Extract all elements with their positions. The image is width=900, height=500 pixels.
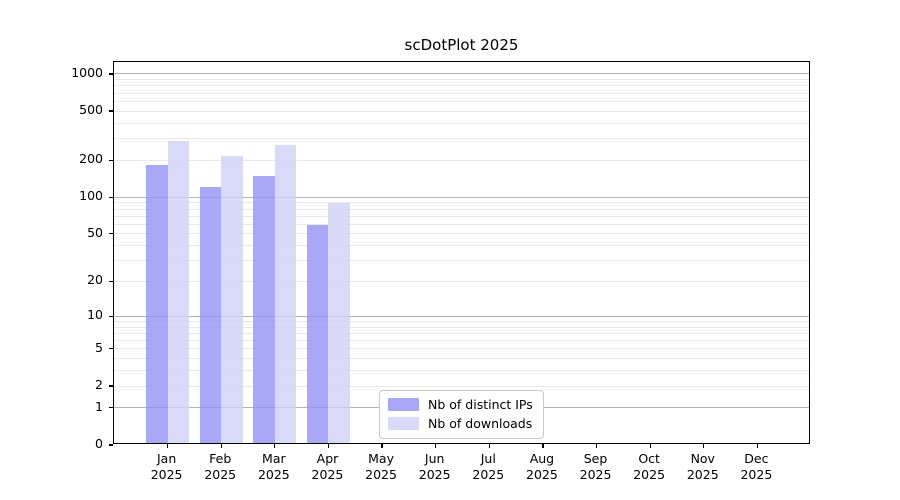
y-tick-label-2: 2 [95, 377, 103, 392]
minor-gridline-3 [114, 370, 809, 372]
y-tick-label-1: 1 [95, 398, 103, 414]
y-tick-mark-1 [108, 407, 113, 409]
y-tick-mark-10 [108, 315, 113, 317]
legend-swatch-distinct-ips [388, 398, 419, 411]
y-tick-mark-5 [108, 348, 113, 350]
x-tick-mark-oct-2025 [649, 444, 651, 449]
x-tick-mark-dec-2025 [756, 444, 759, 449]
x-tick-label-jul-2025: Jul 2025 [472, 451, 505, 482]
minor-gridline-200 [114, 159, 809, 161]
x-tick-label-nov-2025: Nov 2025 [686, 451, 719, 482]
y-tick-mark-100 [108, 196, 113, 198]
legend-entry-distinct-ips: Nb of distinct IPs [388, 395, 533, 414]
major-gridline-1000 [114, 73, 809, 75]
minor-gridline-8 [114, 326, 809, 328]
y-tick-mark-50 [108, 233, 113, 235]
minor-gridline-30 [114, 260, 809, 262]
minor-gridline-400 [114, 122, 809, 124]
y-tick-label-20: 20 [87, 272, 103, 288]
x-tick-label-sep-2025: Sep 2025 [579, 451, 612, 482]
x-tick-mark-jan-2025 [166, 444, 169, 449]
plot-area [108, 61, 810, 449]
x-tick-label-oct-2025: Oct 2025 [633, 451, 666, 482]
x-tick-label-apr-2025: Apr 2025 [311, 451, 344, 482]
minor-gridline-700 [114, 92, 809, 94]
minor-gridline-7 [114, 332, 809, 334]
x-tick-mark-mar-2025 [274, 444, 276, 449]
minor-gridline-80 [114, 208, 809, 210]
y-tick-label-5: 5 [95, 339, 103, 355]
x-tick-label-jun-2025: Jun 2025 [418, 451, 451, 482]
bar-nb-of-downloads-jan-2025 [167, 140, 190, 443]
minor-gridline-90 [114, 202, 809, 204]
x-tick-mark-jun-2025 [435, 444, 437, 449]
x-tick-mark-feb-2025 [220, 444, 222, 449]
y-tick-label-500: 500 [79, 102, 103, 118]
legend-label-distinct-ips: Nb of distinct IPs [428, 397, 533, 412]
x-tick-label-jan-2025: Jan 2025 [150, 451, 183, 482]
x-tick-mark-aug-2025 [542, 444, 544, 449]
y-tick-mark-1000 [108, 73, 113, 75]
minor-gridline-300 [114, 138, 809, 139]
y-tick-label-10: 10 [87, 307, 103, 323]
minor-gridline-2 [114, 385, 809, 387]
major-gridline-100 [114, 196, 809, 198]
minor-gridline-6 [114, 339, 809, 341]
chart-title: scDotPlot 2025 [404, 36, 519, 54]
x-tick-mark-sep-2025 [595, 444, 598, 449]
bar-nb-of-distinct-ips-mar-2025 [253, 175, 275, 443]
minor-gridline-5 [114, 348, 809, 350]
x-tick-label-dec-2025: Dec 2025 [740, 451, 773, 482]
bar-nb-of-downloads-apr-2025 [328, 203, 350, 443]
x-tick-label-may-2025: May 2025 [365, 451, 397, 482]
minor-gridline-40 [114, 245, 809, 247]
y-tick-mark-500 [108, 110, 113, 112]
y-tick-label-0: 0 [95, 436, 103, 451]
minor-gridline-600 [114, 100, 809, 102]
bar-nb-of-distinct-ips-apr-2025 [307, 224, 329, 443]
x-tick-label-feb-2025: Feb 2025 [204, 451, 237, 482]
y-tick-mark-20 [108, 280, 113, 283]
y-tick-mark-2 [108, 385, 113, 387]
minor-gridline-900 [114, 79, 809, 81]
legend-entry-downloads: Nb of downloads [388, 414, 533, 433]
y-tick-label-1000: 1000 [71, 64, 103, 80]
minor-gridline-4 [114, 358, 809, 360]
minor-gridline-60 [114, 223, 809, 225]
x-tick-mark-apr-2025 [327, 444, 330, 449]
minor-gridline-70 [114, 215, 809, 217]
y-tick-label-200: 200 [79, 151, 103, 167]
minor-gridline-800 [114, 85, 809, 87]
legend: Nb of distinct IPs Nb of downloads [379, 390, 544, 439]
minor-gridline-500 [114, 110, 809, 112]
bar-nb-of-distinct-ips-jan-2025 [146, 165, 168, 443]
x-tick-mark-nov-2025 [703, 444, 705, 449]
legend-label-downloads: Nb of downloads [428, 416, 533, 431]
x-tick-label-mar-2025: Mar 2025 [257, 451, 290, 482]
major-gridline-10 [114, 315, 809, 317]
x-tick-label-aug-2025: Aug 2025 [526, 451, 558, 482]
minor-gridline-50 [114, 233, 809, 235]
minor-gridline-20 [114, 280, 809, 282]
bar-nb-of-downloads-feb-2025 [221, 155, 243, 443]
bar-nb-of-distinct-ips-feb-2025 [199, 187, 222, 443]
minor-gridline-9 [114, 320, 809, 322]
x-tick-mark-jul-2025 [488, 444, 490, 449]
y-tick-label-100: 100 [79, 188, 103, 204]
bar-nb-of-downloads-mar-2025 [274, 145, 297, 443]
legend-swatch-downloads [388, 417, 419, 430]
y-tick-label-50: 50 [87, 224, 103, 240]
y-tick-mark-200 [108, 159, 113, 161]
x-tick-mark-may-2025 [381, 444, 383, 449]
y-tick-mark-0 [108, 444, 113, 446]
